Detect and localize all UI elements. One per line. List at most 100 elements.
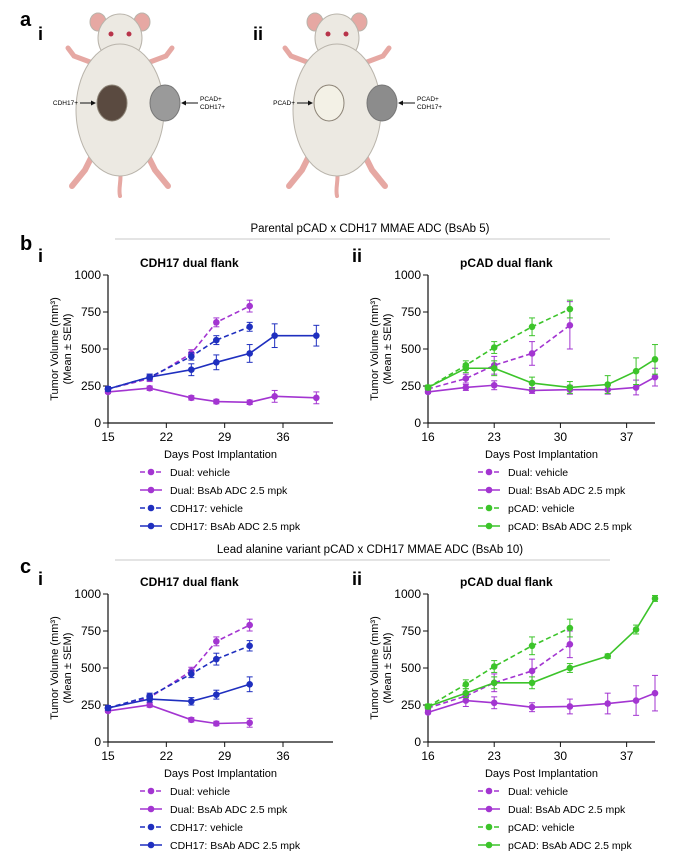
- series-line: [427, 376, 656, 393]
- legend-marker: [147, 787, 155, 795]
- tumor-right: [366, 84, 398, 122]
- legend-label: CDH17: BsAb ADC 2.5 mpk: [170, 840, 301, 852]
- legend-entry: Dual: vehicle: [478, 786, 568, 798]
- x-tick-label: 36: [276, 430, 290, 444]
- data-point: [246, 680, 253, 688]
- x-tick-label: 16: [421, 749, 435, 763]
- y-tick-label: 250: [81, 379, 101, 393]
- legend-marker: [147, 468, 155, 476]
- mouse-arm: [147, 45, 175, 65]
- legend-marker: [147, 522, 155, 530]
- legend-entry: Dual: BsAb ADC 2.5 mpk: [478, 804, 626, 816]
- data-point: [528, 667, 536, 675]
- legend-entry: pCAD: BsAb ADC 2.5 mpk: [478, 521, 632, 533]
- mouse-arm: [65, 45, 93, 65]
- data-point: [146, 701, 153, 709]
- panel-b-title: Parental pCAD x CDH17 MMAE ADC (BsAb 5): [250, 223, 489, 235]
- panel-b-letter: b: [20, 233, 32, 255]
- legend-entry: Dual: BsAb ADC 2.5 mpk: [478, 485, 626, 497]
- tumor-label-line: CDH17+: [417, 104, 442, 111]
- chart-title: CDH17 dual flank: [140, 256, 239, 270]
- series-1: [104, 701, 253, 728]
- y-tick-label: 500: [81, 661, 101, 675]
- data-point: [528, 350, 536, 357]
- data-point: [462, 375, 470, 382]
- y-tick-label: 500: [401, 342, 421, 356]
- x-tick-label: 23: [488, 430, 502, 444]
- data-point: [528, 679, 536, 687]
- x-tick-label: 37: [620, 430, 634, 444]
- data-point: [213, 398, 220, 405]
- tumor-right: [149, 84, 181, 122]
- legend-entry: Dual: vehicle: [140, 786, 230, 798]
- data-point: [246, 642, 253, 650]
- data-point: [188, 698, 195, 705]
- data-point: [566, 624, 574, 632]
- data-point: [462, 384, 470, 391]
- chart-b-i: i CDH17 dual flank 0 250 500 750 1000 15 22 29 36 D…: [38, 246, 333, 533]
- tumor-label-right: PCAD+ CDH17+: [200, 96, 225, 111]
- data-point: [246, 350, 253, 357]
- y-tick-label: 250: [401, 698, 421, 712]
- x-axis-label: Days Post Implantation: [164, 449, 277, 461]
- series-line: [107, 624, 251, 709]
- tumor-label-left: PCAD+: [273, 100, 295, 107]
- legend-marker: [147, 504, 155, 512]
- x-axis-label: Days Post Implantation: [164, 768, 277, 780]
- data-point: [188, 366, 195, 374]
- series-1: [424, 674, 659, 716]
- x-tick-label: 15: [101, 749, 115, 763]
- chart-b-ii: ii pCAD dual flank 0 250 500 750 1000 16 23 30 37 D…: [352, 246, 659, 533]
- data-point: [213, 691, 220, 698]
- chart-title: pCAD dual flank: [460, 256, 553, 270]
- y-axis-label: Tumor Volume (mm³): [49, 616, 61, 720]
- x-tick-label: 22: [160, 430, 174, 444]
- data-point: [490, 364, 498, 372]
- series-1: [104, 384, 320, 406]
- series-1: [424, 367, 659, 396]
- legend-label: pCAD: vehicle: [508, 503, 575, 515]
- data-point: [566, 703, 574, 710]
- legend-label: Dual: BsAb ADC 2.5 mpk: [170, 485, 288, 497]
- legend-marker: [147, 486, 155, 494]
- chart-roman-numeral: ii: [352, 246, 362, 266]
- x-tick-label: 37: [620, 749, 634, 763]
- y-axis-label: Tumor Volume (mm³): [369, 297, 381, 401]
- x-tick-label: 30: [554, 749, 568, 763]
- mouse-eye: [325, 31, 331, 37]
- data-point: [462, 697, 470, 704]
- series-3: [104, 676, 253, 712]
- data-point: [651, 356, 659, 363]
- series-line: [107, 683, 250, 709]
- mouse-illustrations: CDH17+PCAD+ CDH17+PCAD+PCAD+ CDH17+: [53, 12, 442, 198]
- y-axis-label-secondary: (Mean ± SEM): [62, 633, 74, 704]
- data-point: [632, 697, 640, 704]
- data-point: [313, 394, 320, 402]
- data-point: [213, 359, 220, 366]
- legend-entry: pCAD: BsAb ADC 2.5 mpk: [478, 840, 632, 852]
- data-point: [104, 385, 112, 393]
- chart-roman-numeral: i: [38, 246, 43, 266]
- legend-label: Dual: vehicle: [508, 786, 568, 798]
- mouse-arm: [364, 45, 392, 65]
- chart-roman-numeral: ii: [352, 569, 362, 589]
- data-point: [604, 652, 612, 660]
- y-axis-label-secondary: (Mean ± SEM): [382, 633, 394, 704]
- data-point: [632, 367, 640, 375]
- y-tick-label: 1000: [394, 587, 421, 601]
- data-point: [146, 373, 153, 381]
- data-point: [566, 641, 574, 648]
- series-line: [427, 358, 656, 389]
- data-point: [651, 689, 659, 697]
- data-point: [462, 364, 470, 372]
- data-point: [528, 323, 536, 331]
- x-tick-label: 30: [554, 430, 568, 444]
- series-line: [107, 645, 250, 709]
- arrowhead-left: [91, 100, 96, 106]
- series-line: [427, 692, 656, 714]
- series-3: [104, 323, 320, 393]
- series-2: [424, 618, 574, 710]
- legend-marker: [147, 805, 155, 813]
- y-axis-label-secondary: (Mean ± SEM): [62, 314, 74, 385]
